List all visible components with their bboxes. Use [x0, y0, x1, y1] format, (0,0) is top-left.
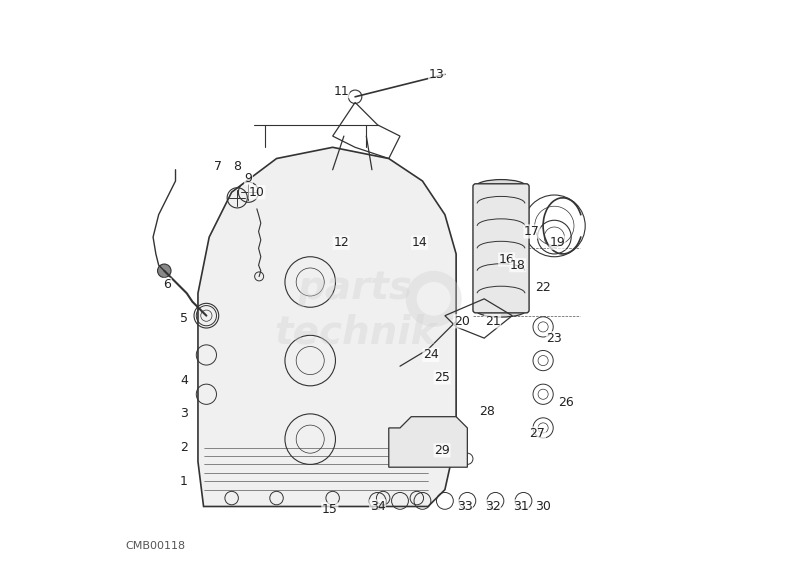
Text: 3: 3 — [180, 407, 188, 420]
Text: 23: 23 — [546, 332, 562, 345]
Text: 4: 4 — [180, 374, 188, 387]
Text: 6: 6 — [163, 278, 171, 292]
Polygon shape — [198, 147, 456, 506]
Text: 25: 25 — [434, 371, 450, 384]
Ellipse shape — [476, 179, 526, 193]
Text: CMB00118: CMB00118 — [125, 541, 185, 552]
Text: 30: 30 — [535, 500, 551, 513]
Text: 32: 32 — [485, 500, 501, 513]
Text: 20: 20 — [454, 315, 470, 328]
Text: 8: 8 — [234, 160, 242, 174]
Text: 19: 19 — [550, 236, 565, 249]
Text: parts
technik: parts technik — [274, 269, 436, 351]
Text: 10: 10 — [249, 186, 265, 199]
Text: 12: 12 — [333, 236, 349, 249]
Text: 33: 33 — [457, 500, 473, 513]
Text: 2: 2 — [180, 441, 188, 454]
Text: 21: 21 — [485, 315, 501, 328]
Text: 5: 5 — [180, 312, 188, 325]
Text: 1: 1 — [180, 475, 188, 488]
Text: 11: 11 — [333, 85, 349, 98]
Text: 17: 17 — [524, 225, 540, 238]
Text: 14: 14 — [412, 236, 427, 249]
Text: 29: 29 — [434, 444, 450, 457]
Text: 28: 28 — [479, 404, 495, 417]
Text: 15: 15 — [322, 503, 338, 516]
Text: 13: 13 — [429, 68, 444, 81]
Text: 34: 34 — [370, 500, 386, 513]
Text: 26: 26 — [558, 396, 574, 409]
Text: 9: 9 — [245, 171, 253, 184]
Polygon shape — [389, 417, 467, 467]
Text: 18: 18 — [510, 259, 526, 272]
Text: 16: 16 — [498, 253, 514, 266]
Text: 31: 31 — [513, 500, 529, 513]
Text: 27: 27 — [530, 427, 546, 440]
Text: 22: 22 — [535, 281, 551, 294]
FancyBboxPatch shape — [473, 184, 529, 313]
Circle shape — [158, 264, 171, 277]
Text: 24: 24 — [423, 349, 438, 362]
Ellipse shape — [476, 303, 526, 317]
Text: 7: 7 — [214, 160, 222, 174]
